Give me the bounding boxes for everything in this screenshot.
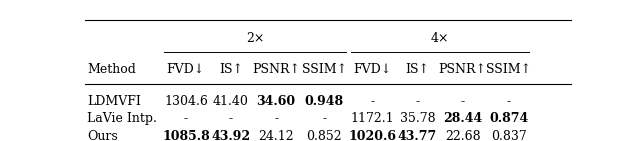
Text: 1020.6: 1020.6 xyxy=(348,130,396,141)
Text: -: - xyxy=(184,113,188,125)
Text: FVD↓: FVD↓ xyxy=(167,63,205,76)
Text: 4×: 4× xyxy=(431,32,449,45)
Text: 1304.6: 1304.6 xyxy=(164,95,208,108)
Text: 43.92: 43.92 xyxy=(211,130,251,141)
Text: SSIM↑: SSIM↑ xyxy=(486,63,532,76)
Text: 0.874: 0.874 xyxy=(490,113,529,125)
Text: 34.60: 34.60 xyxy=(257,95,296,108)
Text: 28.44: 28.44 xyxy=(443,113,483,125)
Text: 2×: 2× xyxy=(246,32,264,45)
Text: 41.40: 41.40 xyxy=(213,95,249,108)
Text: 22.68: 22.68 xyxy=(445,130,481,141)
Text: SSIM↑: SSIM↑ xyxy=(301,63,347,76)
Text: FVD↓: FVD↓ xyxy=(353,63,392,76)
Text: 43.77: 43.77 xyxy=(398,130,437,141)
Text: Ours: Ours xyxy=(87,130,118,141)
Text: -: - xyxy=(274,113,278,125)
Text: 1085.8: 1085.8 xyxy=(162,130,210,141)
Text: 0.837: 0.837 xyxy=(491,130,527,141)
Text: PSNR↑: PSNR↑ xyxy=(252,63,300,76)
Text: -: - xyxy=(415,95,420,108)
Text: LDMVFI: LDMVFI xyxy=(87,95,141,108)
Text: 24.12: 24.12 xyxy=(259,130,294,141)
Text: Method: Method xyxy=(87,63,136,76)
Text: IS↑: IS↑ xyxy=(406,63,429,76)
Text: LaVie Intp.: LaVie Intp. xyxy=(87,113,157,125)
Text: 1172.1: 1172.1 xyxy=(351,113,394,125)
Text: IS↑: IS↑ xyxy=(219,63,243,76)
Text: PSNR↑: PSNR↑ xyxy=(438,63,486,76)
Text: -: - xyxy=(229,113,233,125)
Text: -: - xyxy=(461,95,465,108)
Text: 0.948: 0.948 xyxy=(305,95,344,108)
Text: -: - xyxy=(371,95,374,108)
Text: 35.78: 35.78 xyxy=(400,113,435,125)
Text: -: - xyxy=(322,113,326,125)
Text: 0.852: 0.852 xyxy=(307,130,342,141)
Text: -: - xyxy=(507,95,511,108)
